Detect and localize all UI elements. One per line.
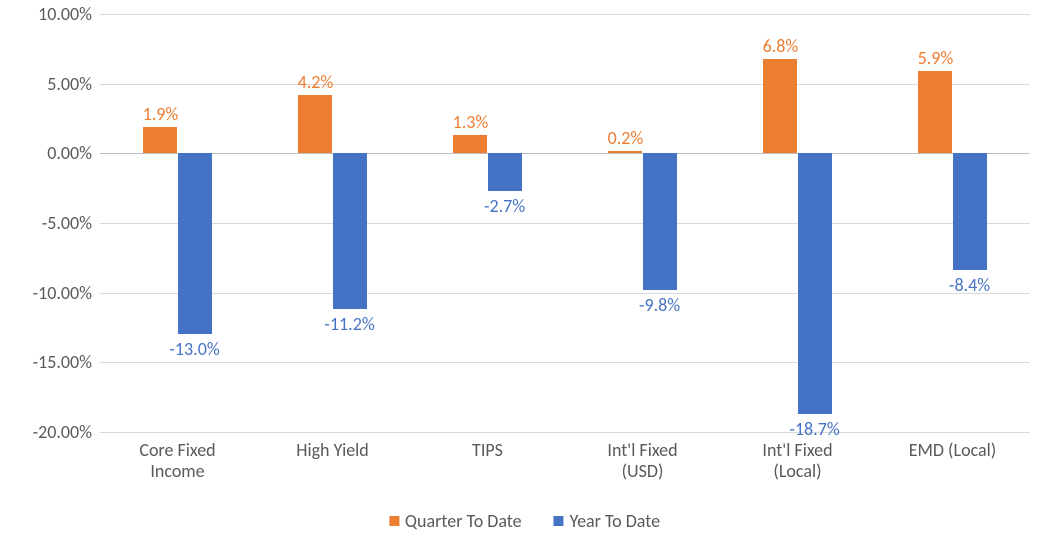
legend-swatch (554, 516, 564, 526)
y-axis-tick-label: -15.00% (33, 351, 100, 373)
gridline (100, 84, 1030, 85)
legend-label: Quarter To Date (405, 510, 522, 532)
gridline (100, 293, 1030, 294)
x-axis-category-label: Int'l Fixed(Local) (724, 432, 871, 481)
legend-label: Year To Date (570, 510, 660, 532)
y-axis-tick-label: -10.00% (33, 282, 100, 304)
y-axis-tick-label: -20.00% (33, 421, 100, 443)
bar (143, 127, 177, 153)
chart-container: 10.00% 5.00% 0.00% -5.00% -10.00% -15.00% -20.… (0, 0, 1049, 544)
y-axis-tick-label: 10.00% (38, 3, 100, 25)
bar-value-label: -8.4% (949, 274, 990, 296)
bar-value-label: 0.2% (608, 127, 644, 149)
gridline (100, 362, 1030, 363)
zero-line (100, 153, 1030, 154)
bar-value-label: -11.2% (324, 313, 374, 335)
bar-value-label: 6.8% (763, 35, 799, 57)
bar (333, 153, 367, 309)
legend: Quarter To Date Year To Date (389, 510, 660, 532)
legend-item: Quarter To Date (389, 510, 522, 532)
bar (298, 95, 332, 154)
legend-item: Year To Date (554, 510, 660, 532)
bar (453, 135, 487, 153)
x-axis-category-label: TIPS (414, 432, 561, 461)
plot-area: 10.00%5.00%0.00%-5.00%-10.00%-15.00%-20.… (100, 14, 1030, 432)
bar-value-label: 1.9% (143, 103, 179, 125)
gridline (100, 223, 1030, 224)
bar-value-label: 1.3% (453, 111, 489, 133)
y-axis-tick-label: 0.00% (47, 142, 100, 164)
bar (953, 153, 987, 270)
gridline (100, 14, 1030, 15)
bar (488, 153, 522, 191)
bar (918, 71, 952, 153)
bar-value-label: 5.9% (918, 47, 954, 69)
bar-value-label: -2.7% (484, 195, 525, 217)
y-axis-tick-label: 5.00% (47, 73, 100, 95)
bar-value-label: 4.2% (298, 71, 334, 93)
bar (178, 153, 212, 334)
x-axis-category-label: High Yield (259, 432, 406, 461)
x-axis-category-label: Int'l Fixed(USD) (569, 432, 716, 481)
bar-value-label: -13.0% (169, 338, 219, 360)
bar (608, 151, 642, 154)
legend-swatch (389, 516, 399, 526)
bar (798, 153, 832, 414)
y-axis-tick-label: -5.00% (42, 212, 100, 234)
x-axis-category-label: EMD (Local) (879, 432, 1026, 461)
x-axis-category-label: Core FixedIncome (104, 432, 251, 481)
bar (643, 153, 677, 290)
bar-value-label: -9.8% (639, 294, 680, 316)
bar (763, 59, 797, 154)
